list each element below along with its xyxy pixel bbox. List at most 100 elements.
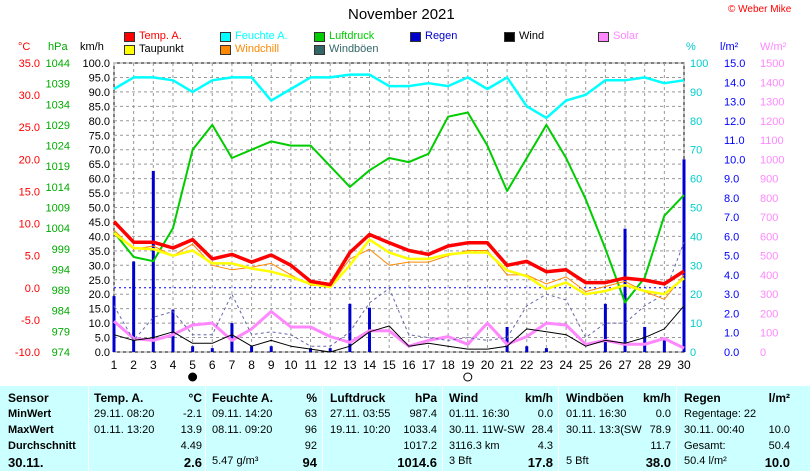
legend-label-2: Luftdruck <box>329 30 375 42</box>
rain-tick-3: 12.0 <box>724 116 745 128</box>
rain-row-2-info: Gesamt: <box>684 440 726 452</box>
pct-tick-10: 0 <box>690 347 696 359</box>
temp-tick-8: -5.0 <box>21 315 40 327</box>
legend-swatch-8 <box>314 45 325 55</box>
rain-tick-12: 3.0 <box>724 289 739 301</box>
rain-bar-11 <box>309 348 313 352</box>
pct-tick-5: 50 <box>690 203 702 215</box>
temp-tick-9: -10.0 <box>15 347 40 359</box>
kmh-tick-14: 30.0 <box>89 260 110 272</box>
series-line-wind <box>113 305 685 353</box>
legend-swatch-0 <box>124 32 135 42</box>
gusts-column-title: Windböen <box>566 391 624 405</box>
humidity-row-1-value: 96 <box>304 424 317 436</box>
gusts-row-0-info: 01.11. 16:30 <box>566 408 627 420</box>
chart-title: November 2021 <box>348 6 455 23</box>
x-tick-29: 29 <box>658 358 672 372</box>
legend-label-8: Windböen <box>329 43 379 55</box>
rain-bar-2 <box>132 261 136 352</box>
kmh-tick-10: 50.0 <box>89 203 110 215</box>
legend-label-0: Temp. A. <box>139 30 182 42</box>
hpa-tick-14: 974 <box>52 347 70 359</box>
hpa-tick-4: 1024 <box>46 141 70 153</box>
rain-bar-13 <box>348 303 352 352</box>
hpa-unit: hPa <box>48 41 68 53</box>
legend-swatch-2 <box>314 32 325 42</box>
x-tick-26: 26 <box>599 358 613 372</box>
x-tick-23: 23 <box>540 358 554 372</box>
legend-label-1: Feuchte A. <box>235 30 288 42</box>
wind-row-3-info: 3 Bft <box>449 455 472 467</box>
x-tick-16: 16 <box>402 358 416 372</box>
gusts-row-1-info: 30.11. 13:3(SW <box>566 424 642 436</box>
temp-tick-1: 30.0 <box>19 90 40 102</box>
wind-row-1-info: 30.11. 11W-SW <box>449 424 525 436</box>
solar-tick-5: 1000 <box>760 154 784 166</box>
temp-tick-5: 10.0 <box>19 219 40 231</box>
pct-tick-1: 90 <box>690 87 702 99</box>
legend-label-4: Wind <box>519 30 545 42</box>
humidity-column-unit: % <box>306 391 317 405</box>
rain-bar-30 <box>682 159 686 352</box>
x-tick-1: 1 <box>111 358 118 372</box>
hpa-tick-3: 1029 <box>46 120 70 132</box>
solar-tick-13: 200 <box>760 308 778 320</box>
kmh-tick-15: 25.0 <box>89 275 110 287</box>
solar-tick-11: 400 <box>760 270 778 282</box>
wind-row-0-info: 01.11. 16:30 <box>449 408 510 420</box>
kmh-tick-8: 60.0 <box>89 174 110 186</box>
kmh-tick-18: 10.0 <box>89 318 110 330</box>
rain-row-3-value: 10.0 <box>764 455 790 470</box>
x-tick-5: 5 <box>189 358 196 372</box>
legend-swatch-5 <box>598 32 609 42</box>
series-line-luftdruck <box>113 111 685 304</box>
pct-tick-0: 100 <box>690 58 708 70</box>
temp-tick-0: 35.0 <box>19 58 40 70</box>
temp-tick-2: 25.0 <box>19 122 40 134</box>
rain-bar-1 <box>112 296 116 352</box>
x-tick-30: 30 <box>677 358 691 372</box>
gusts-row-2-value: 11.7 <box>650 440 671 452</box>
x-tick-14: 14 <box>363 358 377 372</box>
rain-row-0-info: Regentage: 22 <box>684 408 757 420</box>
kmh-tick-0: 100.0 <box>82 58 110 70</box>
humidity-row-1-info: 08.11. 09:20 <box>212 424 273 436</box>
humidity-column-title: Feuchte A. <box>212 391 273 405</box>
wind-row-0-value: 0.0 <box>537 408 553 420</box>
solar-tick-9: 600 <box>760 231 778 243</box>
rain-bar-9 <box>269 346 273 352</box>
solar-tick-3: 1200 <box>760 116 784 128</box>
pct-tick-6: 40 <box>690 231 702 243</box>
series-line-feuchte-a- <box>113 73 685 120</box>
kmh-tick-16: 20.0 <box>89 289 110 301</box>
pct-tick-8: 20 <box>690 289 702 301</box>
kmh-tick-19: 5.0 <box>95 333 110 345</box>
series-line-temp-a- <box>112 220 685 287</box>
x-tick-15: 15 <box>382 358 396 372</box>
legend-swatch-6 <box>124 45 135 55</box>
rain-bar-27 <box>623 228 627 352</box>
hpa-tick-13: 979 <box>52 326 70 338</box>
rain-tick-4: 11.0 <box>724 135 745 147</box>
kmh-tick-11: 45.0 <box>89 217 110 229</box>
moon-new-icon <box>188 372 198 382</box>
rain-tick-13: 2.0 <box>724 308 739 320</box>
wind-row-3-value: 17.8 <box>527 455 553 470</box>
rain-bar-22 <box>525 346 529 352</box>
x-tick-2: 2 <box>130 358 137 372</box>
pressure-row-1-info: 19.11. 10:20 <box>330 424 391 436</box>
stats-table <box>0 386 810 471</box>
rain-bar-4 <box>171 309 175 352</box>
x-tick-6: 6 <box>209 358 216 372</box>
hpa-tick-8: 1004 <box>46 223 70 235</box>
temp-row-2-value: 4.49 <box>180 440 202 452</box>
gusts-row-3-value: 38.0 <box>645 455 671 470</box>
rain-bar-28 <box>643 326 647 352</box>
solar-tick-1: 1400 <box>760 77 784 89</box>
legend-label-5: Solar <box>613 30 639 42</box>
pressure-row-2-value: 1017.2 <box>403 440 437 452</box>
legend-swatch-1 <box>220 32 231 42</box>
temp-tick-6: 5.0 <box>25 251 40 263</box>
maxwert-label: MaxWert <box>8 424 54 436</box>
humidity-row-3-info: 5.47 g/m³ <box>212 455 259 467</box>
